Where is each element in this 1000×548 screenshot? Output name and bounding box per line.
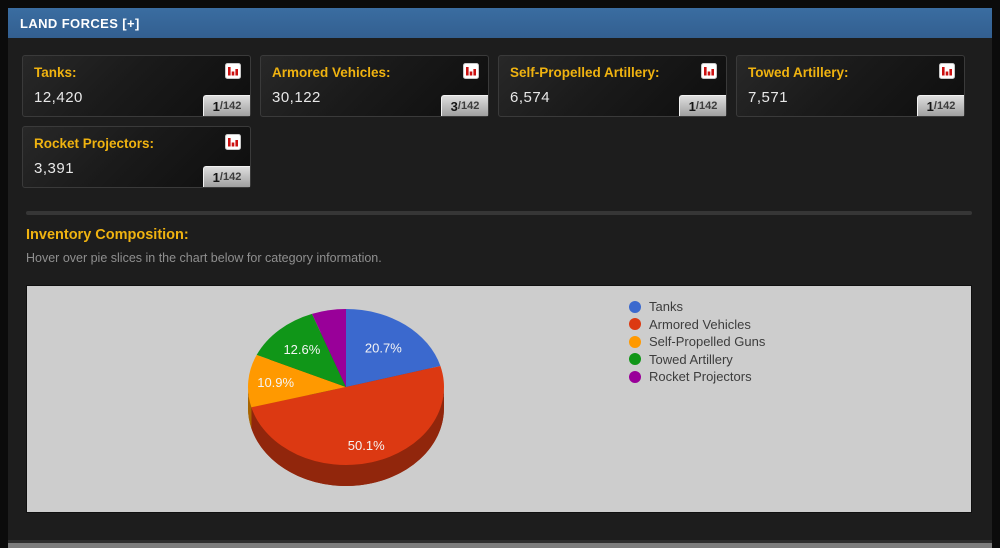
- pie-slice-towed-artillery[interactable]: [256, 313, 346, 387]
- land-forces-header-label: LAND FORCES [+]: [20, 15, 140, 31]
- bar-chart-icon[interactable]: [939, 63, 955, 79]
- legend-label: Tanks: [649, 299, 683, 315]
- rank-badge: 1/142: [917, 95, 964, 116]
- rank-badge: 1/142: [203, 166, 250, 187]
- stat-cards-grid: Tanks: 12,420 1/142 Armored Vehicles: 30…: [22, 55, 978, 188]
- inventory-composition-title: Inventory Composition:: [26, 227, 189, 243]
- rank-total: /142: [219, 171, 242, 183]
- legend-item: Tanks: [629, 298, 765, 316]
- pie-slice-wall-self-propelled-guns[interactable]: [248, 387, 252, 429]
- stat-card: Self-Propelled Artillery: 6,574 1/142: [498, 55, 727, 117]
- pie-slice-rocket-projectors[interactable]: [311, 309, 346, 387]
- chart-legend: Tanks Armored Vehicles Self-Propelled Guns…: [629, 298, 765, 386]
- stat-card: Rocket Projectors: 3,391 1/142: [22, 126, 251, 188]
- bar-chart-icon[interactable]: [463, 63, 479, 79]
- bar-chart-icon[interactable]: [701, 63, 717, 79]
- rank-total: /142: [457, 100, 480, 112]
- rank-badge: 1/142: [679, 95, 726, 116]
- rank-number: 3: [450, 98, 458, 114]
- legend-label: Rocket Projectors: [649, 369, 752, 385]
- legend-item: Rocket Projectors: [629, 368, 765, 386]
- stat-card-label: Self-Propelled Artillery:: [510, 65, 660, 80]
- legend-color-dot: [629, 353, 641, 366]
- rank-total: /142: [219, 100, 242, 112]
- rank-badge: 3/142: [441, 95, 488, 116]
- bottom-section-strip: [8, 543, 992, 548]
- stat-card: Armored Vehicles: 30,122 3/142: [260, 55, 489, 117]
- rank-number: 1: [212, 98, 220, 114]
- pie-slice-armored-vehicles[interactable]: [251, 366, 445, 466]
- stat-card-value: 7,571: [748, 89, 789, 106]
- section-divider: [26, 211, 972, 215]
- stat-card-value: 6,574: [510, 89, 551, 106]
- legend-item: Towed Artillery: [629, 351, 765, 369]
- pie-slice-percent-label: 50.1%: [348, 438, 385, 453]
- rank-badge: 1/142: [203, 95, 250, 116]
- rank-number: 1: [688, 98, 696, 114]
- legend-label: Armored Vehicles: [649, 316, 751, 332]
- legend-color-dot: [629, 370, 641, 383]
- pie-slice-percent-label: 10.9%: [257, 375, 294, 390]
- stat-card-value: 12,420: [34, 89, 83, 106]
- rank-total: /142: [695, 100, 718, 112]
- bottom-divider-line: [8, 540, 992, 543]
- legend-label: Towed Artillery: [649, 351, 733, 367]
- stat-card-label: Towed Artillery:: [748, 65, 849, 80]
- pie-slice-percent-label: 20.7%: [365, 340, 402, 355]
- inventory-composition-subtitle: Hover over pie slices in the chart below…: [26, 251, 382, 265]
- pie-slice-wall-armored-vehicles[interactable]: [251, 387, 444, 487]
- rank-number: 1: [926, 98, 934, 114]
- stat-card-label: Tanks:: [34, 65, 77, 80]
- legend-color-dot: [629, 300, 641, 313]
- pie-slice-tanks[interactable]: [346, 309, 441, 387]
- bar-chart-icon[interactable]: [225, 63, 241, 79]
- pie-slice-self-propelled-guns[interactable]: [248, 354, 346, 408]
- legend-color-dot: [629, 318, 641, 331]
- stat-card-label: Rocket Projectors:: [34, 136, 155, 151]
- inventory-pie-chart: 20.7% 50.1% 10.9% 12.6%: [248, 309, 445, 487]
- rank-total: /142: [933, 100, 956, 112]
- legend-label: Self-Propelled Guns: [649, 334, 766, 350]
- bar-chart-icon[interactable]: [225, 134, 241, 150]
- rank-number: 1: [212, 169, 220, 185]
- legend-color-dot: [629, 335, 641, 348]
- stat-card: Towed Artillery: 7,571 1/142: [736, 55, 965, 117]
- pie-slice-percent-label: 12.6%: [283, 342, 320, 357]
- land-forces-header[interactable]: LAND FORCES [+]: [8, 8, 992, 38]
- stat-card-label: Armored Vehicles:: [272, 65, 391, 80]
- stat-card-value: 3,391: [34, 160, 75, 177]
- stat-card: Tanks: 12,420 1/142: [22, 55, 251, 117]
- legend-item: Self-Propelled Guns: [629, 333, 765, 351]
- content-frame: LAND FORCES [+] Tanks: 12,420 1/142 Armo…: [8, 8, 992, 543]
- stat-card-value: 30,122: [272, 89, 321, 106]
- legend-item: Armored Vehicles: [629, 316, 765, 334]
- pie-chart-panel: 20.7% 50.1% 10.9% 12.6% Tanks Armored Vehicl…: [26, 285, 972, 513]
